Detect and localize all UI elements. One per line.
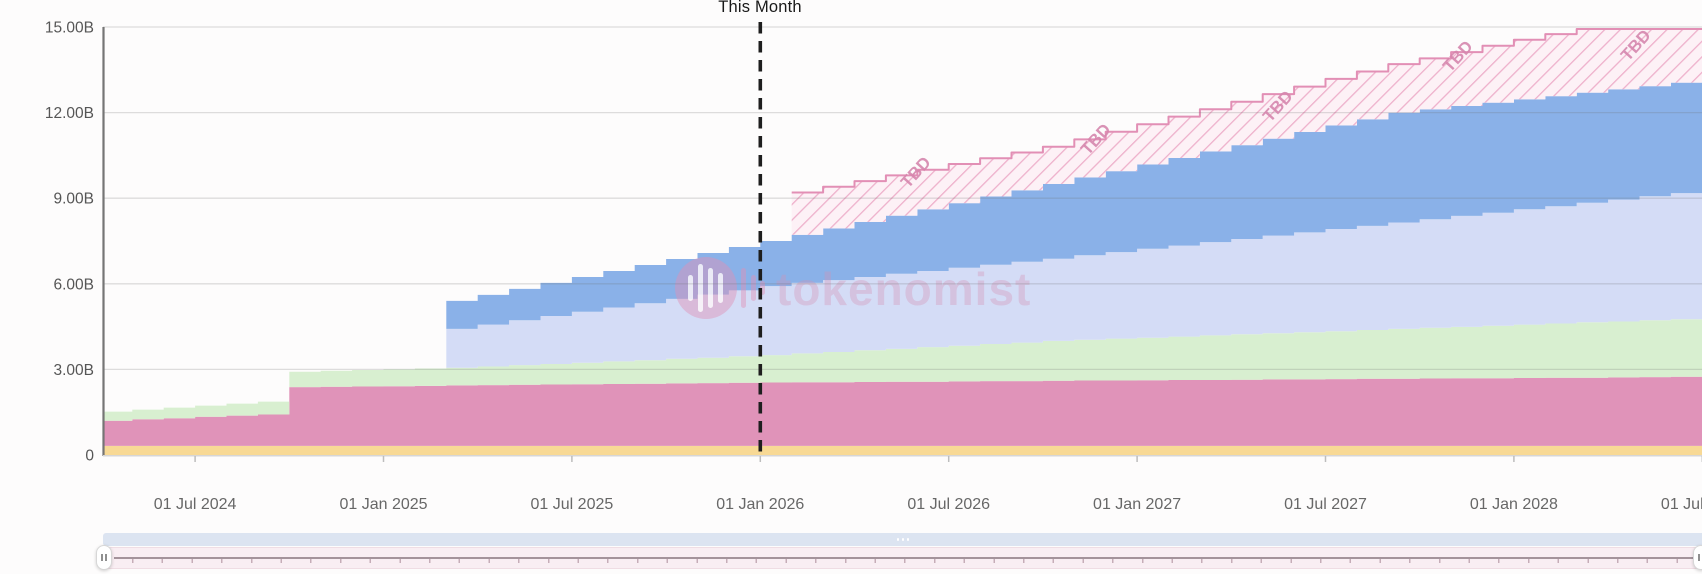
gridlines [103,26,1702,371]
x-axis-labels: 01 Jul 2024 01 Jan 2025 01 Jul 2025 01 Jan … [154,496,1702,513]
x-tick-label: 01 Jul 2027 [1284,496,1367,513]
x-tick-label: 01 Jan 2027 [1093,496,1181,513]
brush-axis-line [114,557,1699,559]
y-axis-labels: 15.00B 12.00B 9.00B 6.00B 3.00B 0 [45,20,95,465]
x-tick-label: 01 Jul 2025 [531,496,614,513]
brush-handle-right[interactable] [1693,545,1702,570]
brush-axis-ticks [132,558,1699,563]
watermark-text: tokenomist [776,263,1031,315]
y-tick-label: 15.00B [45,20,94,37]
band-lavender-band[interactable] [446,193,1702,368]
y-tick-label: 3.00B [53,362,94,379]
x-tick-label: 01 Jan 2025 [339,496,427,513]
y-tick-label: 6.00B [53,276,94,293]
brush-handle-left[interactable] [96,545,112,570]
y-tick-label: 9.00B [53,191,94,208]
tbd-area[interactable] [791,28,1702,235]
x-tick-label: 01 Jul 2024 [154,496,237,513]
watermark: tokenomist [675,257,1031,319]
scrollbar-grip-dots[interactable] [896,538,910,541]
chart-title: This Month [718,0,802,16]
y-tick-label: 12.00B [45,105,94,122]
chart-scrollbar[interactable] [103,533,1702,546]
watermark-logo-icon [675,257,765,319]
vesting-chart[interactable]: tokenomist 15.00B12.00B9.00B6.00B3.00B0 … [0,0,1702,530]
tbd-band-border [791,28,1702,194]
x-tick-label: 01 Jan 2026 [716,496,804,513]
y-tick-label: 0 [85,448,94,465]
band-orange-band[interactable] [101,445,1702,455]
x-tick-label: 01 Jul 2028 [1661,496,1702,513]
band-green-band[interactable] [101,319,1702,421]
stacked-area-bands[interactable] [101,82,1702,455]
band-blue-band[interactable] [446,82,1702,329]
band-pink-band[interactable] [101,376,1702,446]
tbd-band-hatch [791,29,1702,235]
x-tick-label: 01 Jan 2028 [1470,496,1558,513]
timeline-brush[interactable] [103,547,1700,569]
x-tick-label: 01 Jul 2026 [907,496,990,513]
axes [102,27,1702,462]
